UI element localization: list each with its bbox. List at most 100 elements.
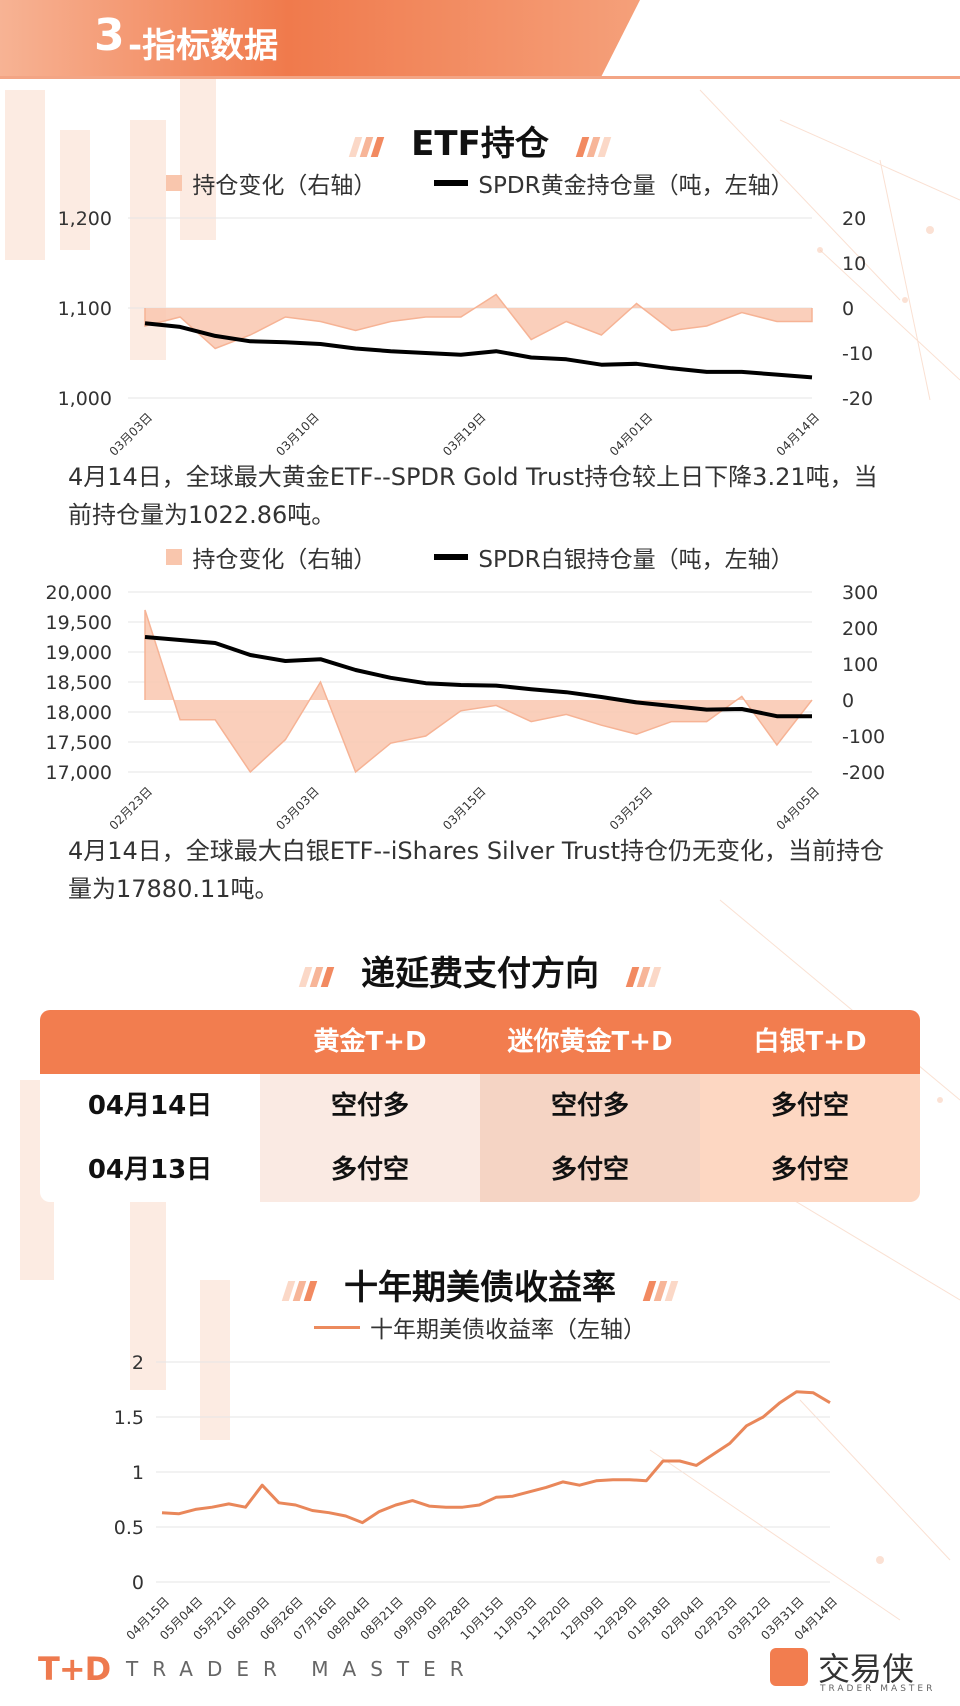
etf-title-text: ETF持仓 — [411, 124, 549, 164]
legend-swatch-area — [166, 549, 183, 565]
legend-label: 十年期美债收益率（左轴） — [370, 1317, 646, 1343]
right-slash-icon — [575, 126, 612, 166]
treasury-section-title: 十年期美债收益率 — [0, 1260, 960, 1310]
deferred-title-text: 递延费支付方向 — [361, 954, 599, 994]
legend-swatch-line — [314, 1325, 360, 1329]
x-tick-label: 04月14日 — [774, 410, 822, 458]
y-tick-left: 18,500 — [46, 672, 112, 694]
brand-name: 交易侠 — [818, 1650, 915, 1688]
x-tick-label: 02月23日 — [107, 784, 155, 832]
legend-label: SPDR黄金持仓量（吨，左轴） — [478, 173, 794, 199]
change-area — [145, 610, 812, 772]
table-cell: 多付空 — [330, 1155, 409, 1185]
change-area — [145, 294, 812, 349]
x-tick-label: 04月05日 — [774, 784, 822, 832]
table-cell: 空付多 — [550, 1091, 629, 1121]
treasury-chart-legend: 十年期美债收益率（左轴） — [0, 1310, 960, 1344]
y-tick-left: 17,500 — [46, 732, 112, 754]
y-tick-right: -200 — [842, 762, 885, 784]
legend-item-yield: 十年期美债收益率（左轴） — [314, 1310, 646, 1344]
legend-item-change: 持仓变化（右轴） — [166, 166, 376, 200]
silver-column: 多付空 多付空 — [700, 1074, 920, 1202]
right-slash-icon — [642, 1270, 679, 1310]
y-tick-right: 20 — [842, 208, 866, 230]
gold-chart-legend: 持仓变化（右轴） SPDR黄金持仓量（吨，左轴） — [0, 166, 960, 200]
deferred-section-title: 递延费支付方向 — [0, 946, 960, 996]
row-date: 04月13日 — [87, 1155, 213, 1185]
change-area-edge — [144, 293, 813, 350]
legend-label: 持仓变化（右轴） — [192, 547, 377, 573]
x-tick-label: 03月03日 — [273, 784, 321, 832]
legend-label: 持仓变化（右轴） — [192, 173, 377, 199]
legend-swatch-line — [434, 180, 469, 186]
y-tick-right: 0 — [842, 690, 854, 712]
legend-swatch-area — [166, 175, 183, 191]
td-logo: T+D — [38, 1650, 111, 1688]
x-tick-label: 04月01日 — [607, 410, 655, 458]
y-tick-right: 0 — [842, 298, 854, 320]
y-tick-label: 0 — [132, 1572, 144, 1594]
change-area-edge — [144, 609, 813, 774]
y-tick-right: -20 — [842, 388, 873, 410]
y-tick-left: 18,000 — [46, 702, 112, 724]
silver-etf-chart: 17,000 17,500 18,000 18,500 19,000 19,500 20,0… — [46, 582, 886, 833]
legend-label: SPDR白银持仓量（吨，左轴） — [478, 547, 794, 573]
x-tick-label: 03月25日 — [607, 784, 655, 832]
y-tick-left: 19,000 — [46, 642, 112, 664]
legend-swatch-line — [434, 554, 469, 560]
left-slash-icon — [298, 956, 335, 996]
y-tick-right: 300 — [842, 582, 878, 604]
brand-text: TRADER MASTER — [126, 1657, 478, 1681]
treasury-yield-chart: 00.511.5204月15日05月04日05月21日06月09日06月26日0… — [114, 1352, 840, 1643]
brand-logo-icon — [770, 1648, 808, 1686]
y-tick-label: 0.5 — [114, 1517, 144, 1539]
x-tick-label: 03月15日 — [440, 784, 488, 832]
col-header-gold: 黄金T+D — [313, 1027, 427, 1057]
legend-item-holding: SPDR黄金持仓量（吨，左轴） — [434, 166, 794, 200]
table-header: 黄金T+D 迷你黄金T+D 白银T+D — [40, 1010, 920, 1074]
table-cell: 多付空 — [550, 1155, 629, 1185]
section-number: 3 — [94, 10, 125, 61]
yield-line — [161, 1390, 831, 1525]
left-slash-icon — [348, 126, 385, 166]
row-date: 04月14日 — [87, 1091, 213, 1121]
y-tick-right: -10 — [842, 343, 873, 365]
y-tick-left: 1,000 — [58, 388, 112, 410]
y-tick-right: -100 — [842, 726, 885, 748]
y-tick-right: 10 — [842, 253, 866, 275]
gold-etf-description: 4月14日，全球最大黄金ETF--SPDR Gold Trust持仓较上日下降3… — [68, 463, 878, 529]
holding-line — [144, 321, 813, 380]
y-tick-left: 1,100 — [58, 298, 112, 320]
silver-chart-legend: 持仓变化（右轴） SPDR白银持仓量（吨，左轴） — [0, 540, 960, 574]
header-title: -指标数据 — [128, 26, 279, 66]
legend-item-change: 持仓变化（右轴） — [166, 540, 376, 574]
gold-etf-chart: 1,000 1,100 1,200 -20 -10 0 10 20 03月03日 03月10日 03… — [58, 208, 873, 459]
page-header: 3 -指标数据 — [0, 0, 960, 79]
holding-line — [144, 635, 812, 719]
y-tick-left: 20,000 — [46, 582, 112, 604]
header-band — [0, 0, 640, 76]
date-column: 04月14日 04月13日 — [40, 1074, 260, 1202]
col-header-mini-gold: 迷你黄金T+D — [507, 1027, 673, 1057]
y-tick-left: 17,000 — [46, 762, 112, 784]
x-tick-label: 03月19日 — [440, 410, 488, 458]
y-tick-label: 2 — [132, 1352, 144, 1374]
left-slash-icon — [281, 1270, 318, 1310]
silver-etf-description: 4月14日，全球最大白银ETF--iShares Silver Trust持仓仍… — [68, 837, 884, 903]
deferred-fee-table: 黄金T+D 迷你黄金T+D 白银T+D 04月14日 04月13日 空付多 多付… — [40, 1010, 920, 1202]
y-tick-label: 1.5 — [114, 1407, 144, 1429]
y-tick-right: 200 — [842, 618, 878, 640]
table-cell: 空付多 — [330, 1091, 409, 1121]
y-tick-left: 19,500 — [46, 612, 112, 634]
etf-section-title: ETF持仓 — [0, 116, 960, 166]
brand-subtitle: TRADER MASTER — [820, 1684, 936, 1694]
gold-column: 空付多 多付空 — [260, 1074, 480, 1202]
right-slash-icon — [625, 956, 662, 996]
y-tick-right: 100 — [842, 654, 878, 676]
table-cell: 多付空 — [770, 1155, 849, 1185]
table-cell: 多付空 — [770, 1091, 849, 1121]
y-tick-label: 1 — [132, 1462, 144, 1484]
col-header-silver: 白银T+D — [753, 1027, 867, 1057]
x-tick-label: 03月03日 — [107, 410, 155, 458]
y-tick-left: 1,200 — [58, 208, 112, 230]
